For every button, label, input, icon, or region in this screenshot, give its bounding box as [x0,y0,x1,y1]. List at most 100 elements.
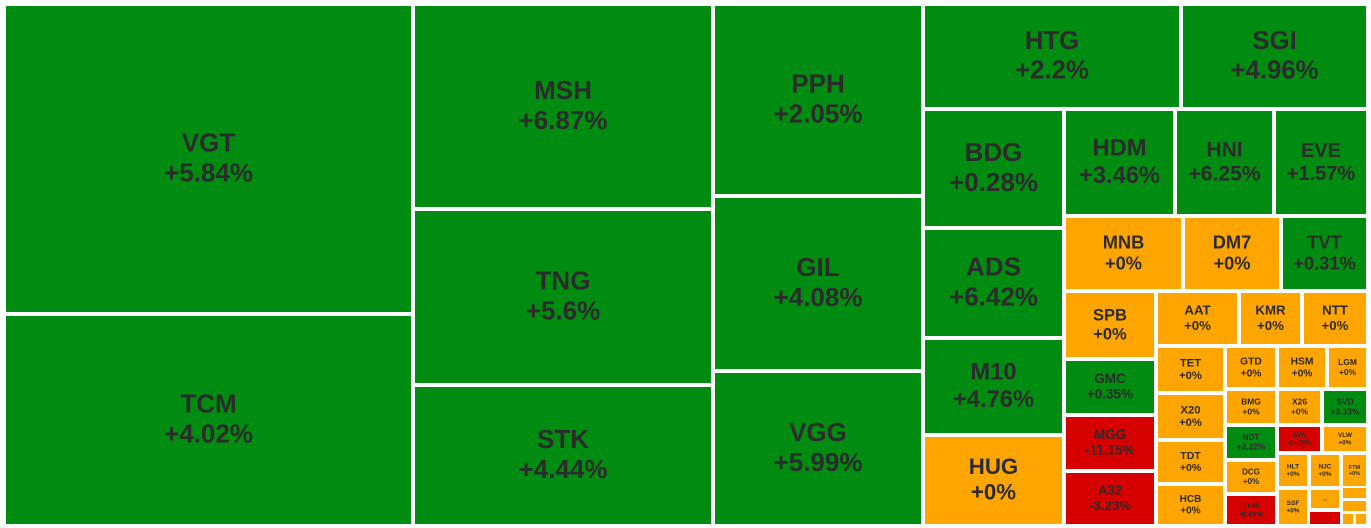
tile [1064,109,1175,216]
ticker: HUG [969,454,1018,479]
tile [1225,346,1277,389]
ticker: BMG [1241,397,1261,407]
ticker: TET [1180,357,1201,369]
tile [1309,488,1341,510]
tile [923,109,1064,228]
change-label: +0.28% [949,167,1038,197]
tile [1225,494,1277,526]
change-label: +0% [1179,417,1202,429]
change-label: +0% [1318,471,1331,478]
change-label: +0% [1093,325,1127,343]
tile [413,209,713,385]
change-label: +5.99% [774,447,863,477]
change-label: +3.46% [1079,163,1160,189]
tile-small [1354,512,1368,526]
ticker: VLW [1338,432,1353,439]
tile [1277,389,1322,425]
change-label: +0% [1286,471,1299,478]
tile [1064,216,1183,291]
tile [923,4,1181,109]
change-label: +0% [1105,252,1142,273]
change-label: -3.23% [1089,498,1131,513]
ticker: TVT [1307,231,1341,252]
ticker: MSH [534,75,592,105]
tile-small [1341,486,1368,500]
tile [1327,346,1368,389]
tile [1064,471,1156,526]
change-label: +0% [1213,252,1250,273]
tile [1225,460,1277,494]
ticker: NDT [1243,433,1260,442]
ticker: M10 [970,359,1016,386]
tile [413,385,713,526]
ticker: HDM [1093,136,1147,162]
tile [1183,216,1281,291]
change-label: +2.05% [774,98,863,128]
ticker: SVD [1336,397,1353,407]
tile [1225,389,1277,425]
tile [923,228,1064,338]
ticker: VGT [182,128,236,158]
change-label: +6.42% [949,281,1038,311]
tile [1064,291,1156,359]
change-label: +0% [1338,440,1351,447]
ticker: LGM [1338,357,1357,367]
ticker: SSF [1287,500,1300,507]
change-label: +2.22% [1237,443,1266,452]
tile [1156,440,1225,484]
change-label: +4.96% [1230,57,1318,85]
change-label: +0% [1257,318,1284,333]
tile [4,4,413,314]
tile [1181,4,1368,109]
ticker: GMC [1094,371,1126,386]
ticker: TCM [180,389,236,419]
ticker: NJC [1318,464,1331,471]
tile [1302,291,1368,346]
tile [1239,291,1302,346]
tile [1156,346,1225,393]
ticker: HSM [1291,357,1314,368]
tile [923,435,1064,526]
ticker: FTM [1349,465,1361,471]
change-label: +0% [1243,477,1259,486]
ticker: DM7 [1213,231,1252,252]
change-label: -14.00% [1287,440,1311,447]
tile [4,314,413,526]
tile [1156,484,1225,526]
ticker: SVN [1293,432,1307,439]
change-label: +0% [1179,370,1202,382]
change-label: +0% [1286,508,1299,515]
ticker: GIL [796,252,839,282]
tile [1277,488,1309,526]
tile [1322,389,1368,425]
tile [1156,291,1239,346]
change-label: +0.35% [1087,387,1133,402]
ticker: HCB [1180,494,1202,505]
change-label: +0% [1184,318,1211,333]
tile [713,4,923,196]
change-label: +2.2% [1015,57,1089,85]
change-label: +0% [971,480,1016,505]
ticker: DCG [1242,468,1260,477]
change-label: +0.31% [1293,252,1355,273]
tile-small [1341,499,1368,513]
ticker: THM [1243,501,1259,510]
change-label: -8.43% [1239,509,1263,518]
ticker: TNG [536,266,591,296]
tile [1064,359,1156,415]
change-label: +0% [1349,471,1360,477]
tile [1274,109,1368,216]
tile [923,338,1064,435]
change-label: +5.6% [526,295,600,325]
change-label: +0% [1241,368,1262,379]
tile [1175,109,1274,216]
tile [1277,346,1327,389]
ticker: VGG [789,417,847,447]
change-label: +0% [1180,462,1202,474]
tile [1322,425,1368,453]
ticker: A32 [1098,483,1122,498]
ticker: STK [537,424,589,454]
ticker: HTG [1025,27,1079,55]
ticker: BDG [965,137,1023,167]
